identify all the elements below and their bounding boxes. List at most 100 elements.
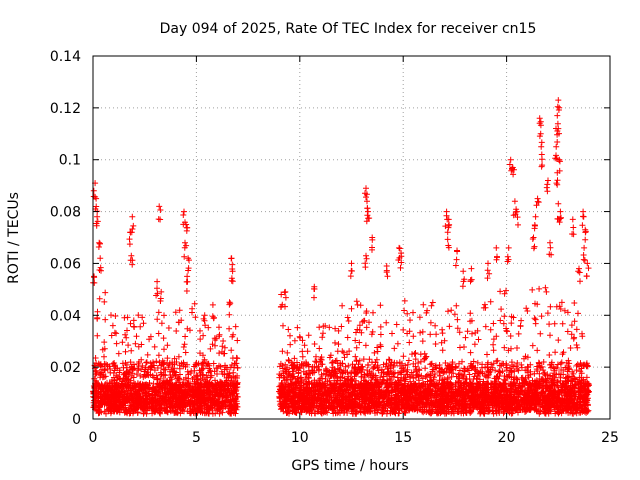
data-point — [228, 362, 235, 368]
data-point — [197, 327, 203, 334]
data-point — [123, 334, 130, 341]
data-point — [345, 318, 352, 324]
data-point — [140, 320, 147, 327]
data-point — [122, 360, 129, 366]
data-point — [113, 330, 120, 337]
data-point — [216, 350, 223, 357]
data-point — [370, 309, 376, 316]
data-point — [156, 393, 163, 400]
data-point — [178, 398, 185, 405]
data-point — [420, 301, 427, 308]
data-point — [165, 325, 172, 331]
data-point — [145, 390, 152, 397]
data-point — [422, 365, 429, 372]
data-point — [116, 369, 123, 376]
data-point — [114, 384, 121, 391]
data-point — [446, 323, 453, 330]
data-point — [153, 358, 160, 365]
data-point — [147, 366, 154, 373]
data-point — [175, 375, 182, 382]
data-point — [115, 388, 122, 395]
data-point — [152, 389, 159, 396]
data-point — [164, 355, 171, 362]
data-point — [171, 355, 178, 362]
data-point — [363, 324, 370, 331]
data-point — [186, 410, 193, 417]
data-point — [96, 361, 103, 368]
data-point — [121, 314, 128, 321]
data-point — [155, 309, 162, 316]
data-point — [107, 366, 114, 372]
data-point — [125, 342, 132, 349]
data-point — [439, 347, 446, 354]
data-point — [175, 386, 182, 393]
data-point — [401, 297, 408, 304]
data-point — [163, 392, 170, 399]
data-point — [232, 323, 239, 330]
data-point — [92, 368, 99, 375]
data-point — [108, 332, 115, 339]
data-point — [97, 394, 104, 400]
data-point — [92, 355, 99, 361]
data-point — [93, 407, 100, 414]
data-point — [394, 340, 401, 347]
data-point — [152, 386, 159, 393]
data-point — [169, 382, 176, 389]
data-point — [523, 305, 530, 312]
data-point — [153, 398, 160, 405]
data-point — [148, 363, 155, 370]
data-point — [326, 324, 333, 331]
data-point — [128, 396, 135, 403]
data-point — [111, 384, 118, 391]
data-point — [287, 332, 293, 339]
data-point — [299, 353, 306, 360]
data-point — [234, 355, 241, 362]
data-point — [419, 338, 426, 345]
data-point — [111, 367, 118, 374]
data-point — [531, 315, 538, 322]
data-point — [453, 302, 460, 309]
data-point — [141, 385, 148, 392]
data-point — [503, 287, 509, 294]
data-point — [467, 310, 474, 317]
data-point — [178, 389, 185, 396]
data-point — [285, 326, 292, 333]
data-point — [445, 308, 451, 315]
data-point — [146, 336, 153, 343]
data-point — [216, 324, 222, 331]
data-point — [420, 409, 427, 416]
data-point — [156, 405, 163, 412]
data-point — [114, 373, 121, 380]
data-point — [136, 384, 143, 391]
data-point — [432, 341, 439, 347]
data-point — [226, 372, 233, 379]
data-point — [129, 370, 136, 377]
data-point — [220, 338, 227, 344]
data-point — [210, 360, 217, 367]
data-point — [183, 383, 189, 390]
data-point — [427, 319, 434, 326]
data-point — [353, 344, 360, 351]
points-layer — [90, 97, 592, 417]
data-point — [160, 335, 167, 342]
data-point — [139, 314, 146, 321]
data-point — [490, 347, 497, 354]
data-point — [454, 316, 461, 323]
data-point — [111, 329, 118, 336]
data-point — [118, 383, 125, 390]
data-point — [448, 307, 455, 314]
data-point — [135, 396, 142, 403]
data-point — [172, 309, 179, 316]
data-point — [319, 334, 326, 341]
data-point — [163, 402, 170, 409]
data-point — [406, 339, 413, 346]
data-point — [187, 327, 193, 334]
data-point — [529, 286, 536, 293]
data-point — [174, 409, 181, 416]
data-point — [221, 344, 228, 351]
data-point — [490, 320, 497, 327]
data-point — [335, 341, 342, 348]
data-point — [377, 323, 384, 330]
data-point — [410, 309, 416, 316]
data-point — [180, 344, 187, 350]
